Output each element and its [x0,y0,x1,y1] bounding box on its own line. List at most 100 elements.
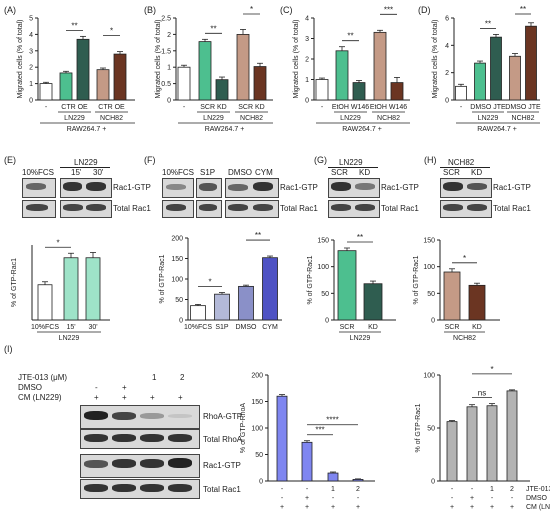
chart-g-y-tick-label: 0 [325,318,329,325]
chart-i-rhoa-condition: + [356,504,360,511]
chart-h-x-label: KD [472,324,482,331]
chart-i-rac1-y-tick-label: 100 [423,373,435,380]
blot-g-total-label: Total Rac1 [381,204,419,213]
chart-f-bar [238,285,254,321]
chart-f-bar [262,257,278,321]
chart-i-rhoa-condition: - [306,486,309,493]
chart-i-rac1-condition: - [451,486,454,493]
blot-i-cm-2: + [122,393,127,402]
chart-h-y-tick-label: 100 [423,264,435,271]
chart-i-rhoa-condition: - [332,495,335,502]
chart-c-bar [315,79,329,101]
chart-i-rhoa-condition: - [357,495,360,502]
chart-e-sig-label: * [56,238,59,247]
chart-e-y-label: % of GTP-Rac1 [11,258,18,307]
chart-d-y-tick-label: 4 [445,43,449,50]
chart-d-sig-label: ** [520,5,526,14]
chart-c-y-tick-label: 2 [305,57,309,64]
chart-a-bar [96,69,110,101]
chart-d-x-label: DMSO JTE [505,104,541,111]
chart-f-y-tick-label: 50 [175,297,183,304]
chart-f-bar [190,305,206,321]
chart-i-rhoa-condition: 2 [356,486,360,493]
chart-h-y-tick-label: 0 [431,318,435,325]
blot-band [228,204,248,211]
chart-i-rac1-condition-label: CM (LN229) [526,504,550,511]
blot-i-rhoa-gtp-label: RhoA-GTP [203,412,243,421]
blot-f-lane-2: S1P [200,168,216,177]
panel-label-h: (H) [424,155,437,165]
chart-a-sig-label: ** [71,21,77,30]
chart-b-y-tick-label: 1 [167,65,171,72]
blot-band [26,204,48,211]
blot-band [84,411,108,420]
chart-f-x-label: 10%FCS [184,324,212,331]
chart-i-rhoa-condition: - [281,495,284,502]
chart-h-bar [468,284,486,321]
panel-label-e: (E) [4,155,16,165]
chart-i-rac1-condition: 2 [510,486,514,493]
blot-band [355,204,375,211]
blot-f-lane-1: 10%FCS [162,168,195,177]
chart-i-rhoa-bar [327,472,339,482]
chart-c-sig-label: ** [347,32,353,41]
chart-i-rhoa-condition: + [305,495,309,502]
blot-band [199,204,217,211]
chart-a-group-label: LN229 [64,115,85,122]
chart-a-footer: RAW264.7 + [67,126,107,133]
chart-i-rac1-condition: - [491,495,494,502]
chart-d-footer: RAW264.7 + [477,126,517,133]
blot-i-row-label-jte: JTE-013 (μM) [18,373,68,382]
chart-a-x-label: - [45,104,48,111]
blot-i-cm-1: + [94,393,99,402]
blot-f-rac1-gtp-label: Rac1-GTP [280,183,318,192]
chart-g-bar [363,283,383,321]
blot-band [63,204,83,211]
blot-i-cm-3: + [150,393,155,402]
blot-band [112,412,136,420]
blot-band [112,434,136,442]
chart-a-y-tick-label: 0 [29,98,33,105]
chart-a-y-label: Migrated cells (% of total) [17,20,24,99]
chart-a-y-tick-label: 3 [29,48,33,55]
chart-c-y-tick-label: 4 [305,16,309,23]
chart-d-bar [455,85,467,101]
chart-e-x-label: 15' [66,324,75,331]
chart-g-y-label: % of GTP-Rac1 [307,255,314,304]
chart-d-y-label: Migrated cells (% of total) [432,20,439,99]
blot-band [84,460,108,468]
chart-f-y-tick-label: 150 [171,256,183,263]
chart-i-rhoa-y-tick-label: 200 [251,373,263,380]
panel-label-c: (C) [280,5,293,15]
chart-a-bar [59,72,73,101]
chart-d-y-tick-label: 0 [445,98,449,105]
chart-i-rac1-sig-label: ns [478,389,486,398]
chart-c-sig-label: *** [384,5,393,14]
chart-b-y-label: Migrated cells (% of total) [155,20,162,99]
chart-b-sig-label: ** [210,24,216,33]
chart-g-x-label: SCR [340,324,355,331]
blot-i-jte-3: 1 [152,373,157,382]
blot-g-group: LN229 [339,158,363,167]
blot-i-row-label-cm: CM (LN229) [18,393,62,402]
blot-g-rac1-gtp-label: Rac1-GTP [381,183,419,192]
chart-c-bar [373,31,387,101]
chart-a-bar [113,53,127,101]
blot-band [26,183,46,190]
chart-i-rhoa-y-tick-label: 0 [259,479,263,486]
chart-b-bar [253,66,267,101]
chart-d-bar [525,25,537,101]
chart-g-y-tick-label: 150 [317,238,329,245]
blot-i-row-label-dmso: DMSO [18,383,42,392]
chart-a-sig-label: * [110,27,113,36]
chart-i-rhoa-sig-label: *** [315,426,324,435]
chart-i-rac1-bar [506,390,518,482]
blot-i-total-rac1-label: Total Rac1 [203,485,241,494]
blot-band [140,434,164,442]
chart-d-y-tick-label: 2 [445,70,449,77]
blot-band [84,434,108,442]
chart-d-y-tick-label: 6 [445,16,449,23]
chart-c-bar [352,82,366,101]
chart-g-group-label: LN229 [350,335,371,342]
